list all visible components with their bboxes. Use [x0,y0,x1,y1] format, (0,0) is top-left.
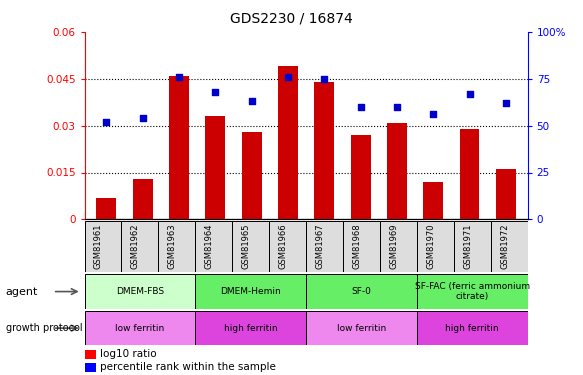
Text: GSM81969: GSM81969 [389,224,398,269]
Point [247,98,257,104]
Text: GSM81964: GSM81964 [205,224,214,269]
Bar [85,350,96,358]
Text: GSM81966: GSM81966 [279,224,287,269]
Text: GSM81971: GSM81971 [463,224,472,269]
Bar [387,123,407,219]
Bar [306,221,343,272]
Bar [314,82,334,219]
Text: growth protocol: growth protocol [6,323,82,333]
Text: high ferritin: high ferritin [445,324,499,333]
Bar [159,221,195,272]
Point [319,76,329,82]
Bar [459,129,479,219]
Bar [496,170,516,219]
Text: GSM81967: GSM81967 [315,224,325,269]
Text: SF-FAC (ferric ammonium
citrate): SF-FAC (ferric ammonium citrate) [415,282,530,301]
Bar [491,221,528,272]
Bar [195,311,306,345]
Text: high ferritin: high ferritin [224,324,278,333]
Bar [169,76,189,219]
Text: DMEM-Hemin: DMEM-Hemin [220,287,281,296]
Bar [241,132,262,219]
Bar [195,274,306,309]
Text: GSM81963: GSM81963 [168,224,177,269]
Point [392,104,402,110]
Bar [232,221,269,272]
Text: GDS2230 / 16874: GDS2230 / 16874 [230,11,353,25]
Text: DMEM-FBS: DMEM-FBS [116,287,164,296]
Text: GSM81972: GSM81972 [500,224,509,269]
Bar [306,311,417,345]
Bar [417,221,454,272]
Point [501,100,511,106]
Bar [85,274,195,309]
Text: GSM81961: GSM81961 [94,224,103,269]
Text: agent: agent [6,286,38,297]
Bar [205,116,225,219]
Text: percentile rank within the sample: percentile rank within the sample [100,362,276,372]
Point [283,74,293,80]
Point [429,111,438,117]
Bar [306,274,417,309]
Bar [195,221,232,272]
Point [210,89,220,95]
Bar [343,221,380,272]
Text: log10 ratio: log10 ratio [100,349,157,359]
Bar [417,274,528,309]
Bar [454,221,491,272]
Bar [269,221,306,272]
Text: GSM81968: GSM81968 [353,224,361,269]
Bar [417,311,528,345]
Point [174,74,184,80]
Bar [121,221,159,272]
Bar [85,363,96,372]
Text: SF-0: SF-0 [352,287,371,296]
Bar [278,66,298,219]
Point [356,104,365,110]
Text: GSM81965: GSM81965 [242,224,251,269]
Text: low ferritin: low ferritin [115,324,164,333]
Text: GSM81962: GSM81962 [131,224,140,269]
Bar [85,221,121,272]
Point [138,115,147,121]
Point [465,91,474,97]
Text: low ferritin: low ferritin [337,324,386,333]
Bar [350,135,371,219]
Point [101,119,111,125]
Bar [96,198,117,219]
Bar [423,182,443,219]
Bar [85,311,195,345]
Bar [380,221,417,272]
Bar [133,179,153,219]
Text: GSM81970: GSM81970 [426,224,436,269]
